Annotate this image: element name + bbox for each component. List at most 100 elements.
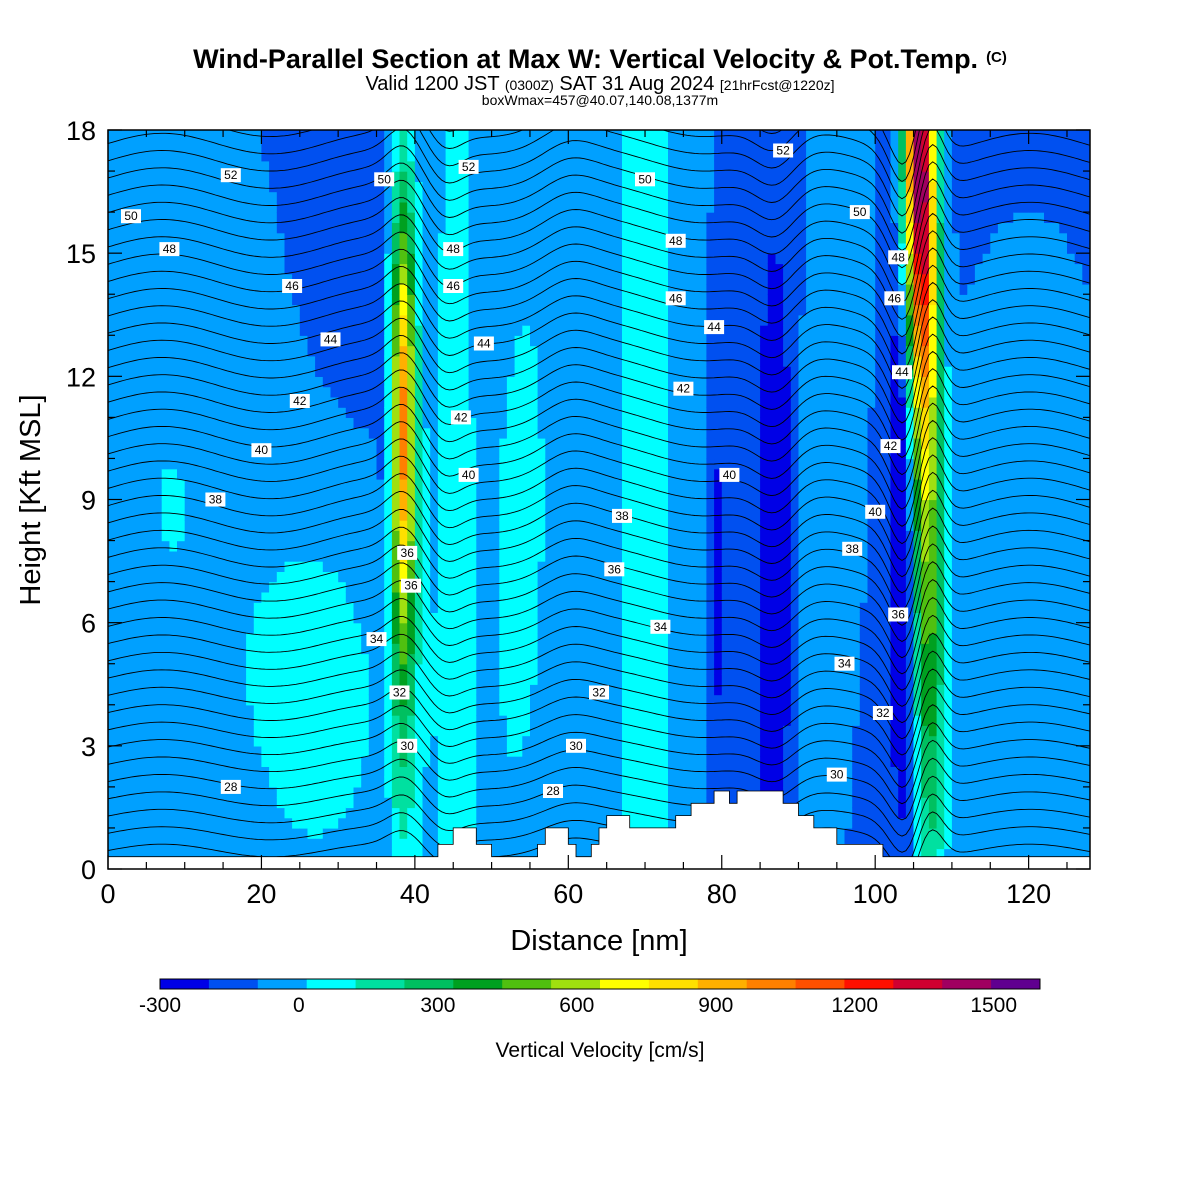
velocity-cell [568, 448, 577, 460]
velocity-cell [483, 242, 493, 254]
velocity-cell [123, 232, 132, 244]
velocity-cell [476, 181, 485, 193]
velocity-cell [514, 571, 523, 583]
velocity-cell [177, 355, 186, 367]
velocity-cell [399, 674, 408, 685]
velocity-cell [530, 499, 539, 511]
velocity-cell [184, 140, 193, 152]
velocity-cell [437, 817, 447, 829]
velocity-cell [177, 294, 186, 306]
velocity-cell [284, 581, 293, 593]
velocity-cell [338, 396, 347, 408]
velocity-cell [230, 376, 240, 388]
velocity-cell [629, 314, 638, 326]
velocity-cell [407, 489, 416, 501]
velocity-cell [322, 314, 332, 326]
velocity-cell [315, 520, 324, 531]
velocity-cell [200, 150, 209, 162]
velocity-cell [345, 489, 355, 501]
velocity-cell [330, 632, 339, 644]
velocity-cell [514, 602, 523, 613]
velocity-cell [307, 807, 316, 819]
velocity-cell [284, 827, 293, 839]
velocity-cell [468, 376, 477, 388]
velocity-cell [629, 396, 638, 408]
velocity-cell [445, 407, 454, 418]
velocity-cell [514, 201, 523, 213]
velocity-cell [138, 643, 147, 655]
velocity-cell [476, 797, 485, 809]
velocity-cell [146, 602, 155, 613]
velocity-cell [161, 643, 170, 655]
velocity-cell [499, 489, 508, 501]
velocity-cell [261, 335, 270, 347]
velocity-cell [315, 201, 324, 213]
velocity-cell [115, 314, 124, 326]
velocity-cell [154, 797, 163, 809]
velocity-cell [614, 304, 623, 316]
velocity-cell [246, 643, 255, 655]
velocity-cell [276, 797, 286, 809]
velocity-cell [108, 530, 117, 542]
velocity-cell [583, 355, 592, 367]
velocity-cell [445, 643, 454, 655]
velocity-cell [238, 376, 247, 388]
velocity-cell [123, 756, 132, 767]
velocity-cell [506, 776, 516, 788]
velocity-cell [530, 355, 539, 367]
velocity-cell [315, 437, 324, 449]
velocity-cell [169, 489, 178, 501]
velocity-cell [468, 622, 477, 634]
velocity-cell [230, 509, 240, 521]
velocity-cell [414, 458, 424, 470]
velocity-cell [522, 745, 531, 757]
velocity-cell [138, 725, 147, 737]
velocity-cell [530, 458, 539, 470]
velocity-cell [131, 591, 140, 603]
velocity-cell [422, 674, 431, 685]
velocity-cell [629, 171, 638, 182]
velocity-cell [215, 458, 224, 470]
velocity-cell [476, 171, 485, 182]
velocity-cell [476, 591, 485, 603]
velocity-cell [207, 848, 216, 860]
velocity-cell [169, 232, 178, 244]
velocity-cell [514, 499, 523, 511]
velocity-cell [399, 263, 408, 275]
velocity-cell [238, 314, 247, 326]
velocity-cell [576, 345, 585, 357]
velocity-cell [123, 725, 132, 737]
velocity-cell [246, 242, 255, 254]
velocity-cell [445, 335, 454, 347]
velocity-cell [345, 735, 355, 747]
velocity-cell [361, 150, 370, 162]
velocity-cell [184, 253, 193, 265]
velocity-cell [468, 314, 477, 326]
velocity-cell [499, 263, 508, 275]
velocity-cell [169, 499, 178, 511]
velocity-cell [545, 335, 554, 347]
velocity-cell [560, 366, 569, 377]
velocity-cell [276, 376, 286, 388]
velocity-cell [108, 396, 117, 408]
velocity-cell [177, 817, 186, 829]
velocity-cell [491, 171, 500, 182]
velocity-cell [330, 735, 339, 747]
velocity-cell [499, 366, 508, 377]
velocity-cell [330, 273, 339, 285]
velocity-cell [269, 520, 278, 531]
velocity-cell [115, 458, 124, 470]
velocity-cell [430, 581, 439, 593]
velocity-cell [453, 304, 462, 316]
velocity-cell [146, 448, 155, 460]
velocity-cell [460, 253, 470, 265]
velocity-cell [545, 550, 554, 562]
velocity-cell [468, 263, 477, 275]
velocity-cell [391, 725, 401, 737]
velocity-cell [453, 448, 462, 460]
velocity-cell [476, 520, 485, 531]
velocity-cell [353, 160, 362, 172]
velocity-cell [553, 294, 562, 306]
velocity-cell [514, 294, 523, 306]
velocity-cell [115, 612, 124, 624]
